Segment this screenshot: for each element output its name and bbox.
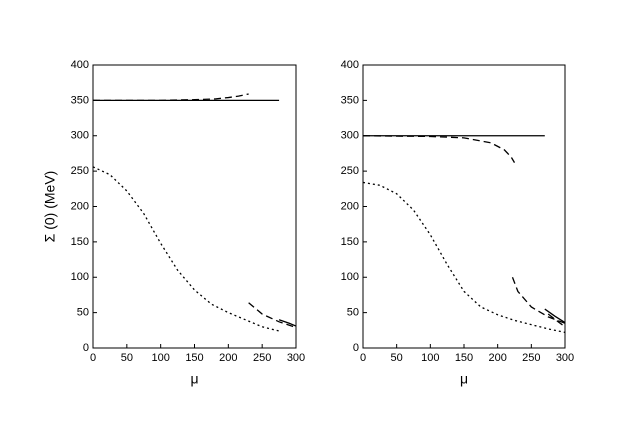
x-tick-label: 50 — [121, 352, 133, 364]
y-tick-label: 400 — [71, 59, 89, 71]
line — [544, 308, 566, 324]
x-axis-label: μ — [460, 371, 468, 387]
x-tick-label: 300 — [556, 352, 574, 364]
x-tick-label: 300 — [287, 352, 305, 364]
plot-frame — [362, 64, 566, 349]
y-tick-label: 200 — [341, 200, 359, 212]
y-tick-label: 50 — [77, 307, 89, 319]
line — [511, 277, 566, 324]
x-tick-label: 150 — [185, 352, 203, 364]
x-tick-label: 200 — [488, 352, 506, 364]
y-tick-label: 100 — [341, 271, 359, 283]
line — [92, 166, 280, 332]
x-tick-label: 150 — [455, 352, 473, 364]
x-tick-label: 100 — [421, 352, 439, 364]
x-tick-label: 250 — [522, 352, 540, 364]
line — [278, 319, 297, 327]
y-tick-label: 250 — [71, 165, 89, 177]
y-tick-label: 250 — [341, 165, 359, 177]
line — [362, 135, 516, 163]
line — [362, 181, 566, 334]
y-tick-label: 50 — [347, 307, 359, 319]
x-tick-label: 100 — [151, 352, 169, 364]
y-tick-label: 350 — [341, 94, 359, 106]
x-tick-label: 0 — [90, 352, 96, 364]
y-axis-label: Σ (0) (MeV) — [42, 171, 58, 243]
line — [93, 93, 249, 102]
line — [547, 313, 566, 328]
y-tick-label: 300 — [71, 130, 89, 142]
y-tick-label: 350 — [71, 94, 89, 106]
y-tick-label: 0 — [353, 342, 359, 354]
line — [248, 302, 297, 329]
x-tick-label: 50 — [391, 352, 403, 364]
x-axis-label: μ — [190, 371, 198, 387]
y-tick-label: 200 — [71, 200, 89, 212]
x-tick-label: 200 — [219, 352, 237, 364]
y-tick-label: 150 — [341, 236, 359, 248]
y-tick-label: 0 — [83, 342, 89, 354]
x-tick-label: 250 — [253, 352, 271, 364]
y-tick-label: 100 — [71, 271, 89, 283]
y-tick-label: 400 — [341, 59, 359, 71]
plot-frame — [92, 64, 297, 349]
y-tick-label: 300 — [341, 130, 359, 142]
y-tick-label: 150 — [71, 236, 89, 248]
x-tick-label: 0 — [360, 352, 366, 364]
